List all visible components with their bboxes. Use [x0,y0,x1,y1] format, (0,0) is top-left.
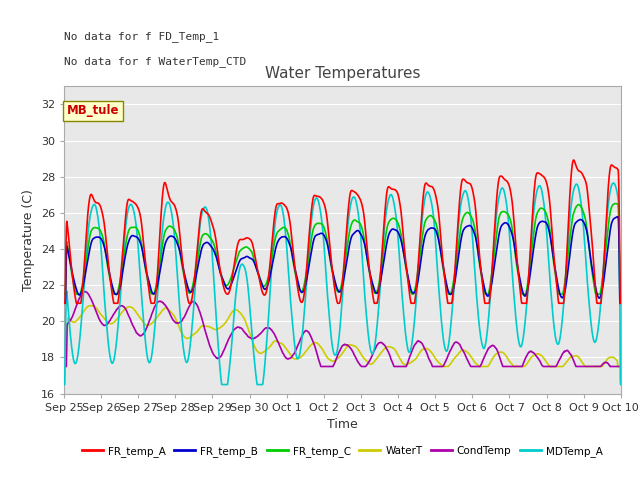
Y-axis label: Temperature (C): Temperature (C) [22,189,35,291]
Title: Water Temperatures: Water Temperatures [265,66,420,81]
Text: MB_tule: MB_tule [67,105,119,118]
X-axis label: Time: Time [327,418,358,431]
Legend: FR_temp_A, FR_temp_B, FR_temp_C, WaterT, CondTemp, MDTemp_A: FR_temp_A, FR_temp_B, FR_temp_C, WaterT,… [78,442,607,461]
Text: No data for f FD_Temp_1: No data for f FD_Temp_1 [64,31,220,42]
Text: No data for f WaterTemp_CTD: No data for f WaterTemp_CTD [64,56,246,67]
